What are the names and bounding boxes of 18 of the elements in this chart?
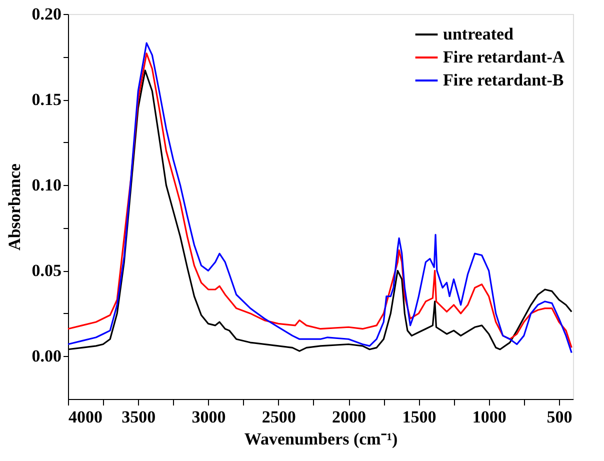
x-tick-label: 500 <box>546 408 572 426</box>
y-tick-label: 0.05 <box>32 261 62 280</box>
x-tick-label: 2500 <box>262 408 296 426</box>
x-tick-label: 1000 <box>472 408 506 426</box>
x-tick-label: 4000 <box>68 408 102 426</box>
x-tick-label: 3000 <box>192 408 226 426</box>
x-tick-label: 2000 <box>332 408 366 426</box>
legend-label: untreated <box>443 24 514 44</box>
y-tick-label: 0.20 <box>32 4 62 24</box>
legend-label: Fire retardant-B <box>443 70 564 90</box>
y-tick-label: 0.00 <box>32 346 62 366</box>
y-tick-label: 0.10 <box>32 176 62 195</box>
x-tick-label: 3500 <box>122 408 156 426</box>
x-tick-label: 1500 <box>402 408 436 426</box>
y-axis-title: Absorbance <box>4 163 24 250</box>
x-axis-title: Wavenumbers (cm⁻¹) <box>244 430 398 448</box>
legend-label: Fire retardant-A <box>443 48 566 66</box>
y-tick-label: 0.15 <box>32 90 62 110</box>
